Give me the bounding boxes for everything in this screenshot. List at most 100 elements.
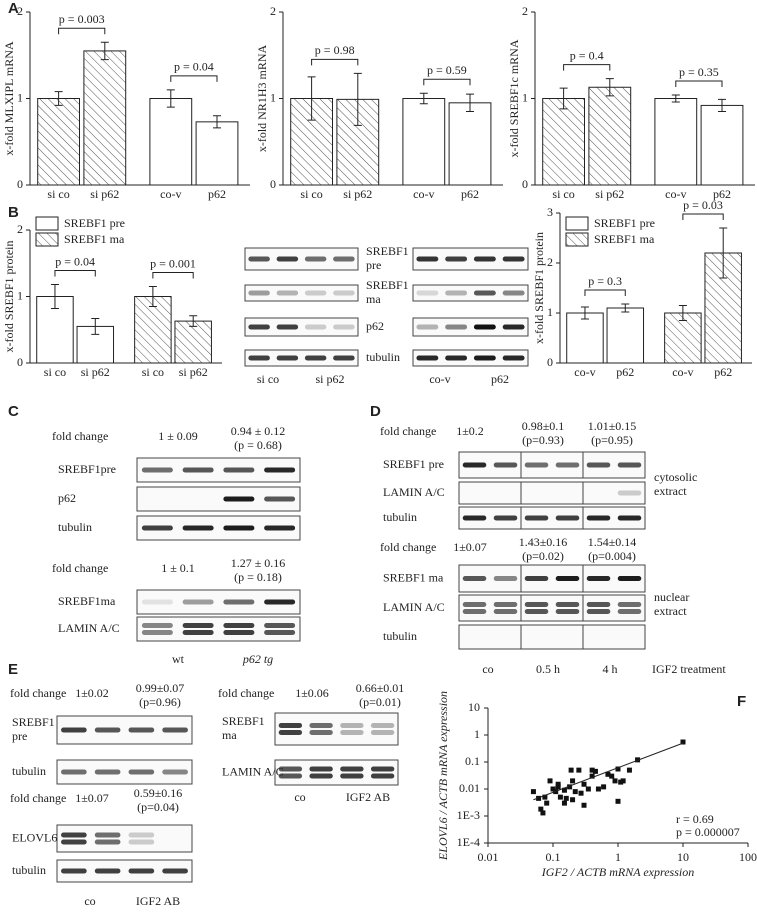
fold-value: 1.01±0.15	[588, 419, 637, 433]
side-label: extract	[654, 484, 687, 498]
x-tick-label: si co	[552, 187, 574, 201]
lane-label: co	[482, 662, 493, 676]
blot-frame	[458, 624, 646, 650]
significance-bracket	[170, 75, 218, 82]
fold-value: 1 ± 0.1	[161, 561, 195, 575]
blot-band	[333, 324, 355, 330]
blot-band	[493, 462, 518, 468]
blot-band	[462, 602, 487, 607]
fold-label: fold change	[218, 686, 274, 700]
blot-band	[493, 609, 518, 614]
scatter-point	[585, 786, 591, 792]
blot-band	[493, 602, 518, 607]
blot-band	[416, 324, 439, 330]
blot-band	[617, 490, 642, 496]
blot-band	[617, 602, 642, 607]
row-label: p62	[366, 319, 384, 333]
lane-label: co	[84, 894, 95, 908]
bar	[654, 98, 698, 186]
error-bar	[719, 227, 728, 279]
error-bar	[213, 115, 221, 129]
panel-label: E	[8, 661, 18, 678]
blot-band	[445, 324, 468, 330]
legend-swatch	[35, 216, 59, 231]
fold-label: fold change	[380, 424, 436, 438]
blot-band	[264, 525, 296, 531]
blot-frame	[274, 712, 399, 746]
y-tick-label: 2	[17, 4, 23, 18]
scatter-point	[542, 794, 548, 800]
scatter-point	[555, 784, 561, 790]
fold-label: fold change	[52, 429, 108, 443]
row-label: tubulin	[58, 520, 92, 534]
y-tick-label: 0.01	[459, 781, 480, 795]
x-tick-label: p62	[616, 365, 634, 379]
side-label: extract	[654, 604, 687, 618]
lane-label: 0.5 h	[536, 662, 560, 676]
error-bar	[307, 76, 316, 121]
blot-band	[94, 868, 121, 874]
scatter-point	[561, 787, 567, 793]
blot-frame	[458, 564, 646, 593]
blot-frame	[458, 451, 646, 479]
fold-value: 0.94 ± 0.12	[231, 424, 286, 438]
row-label: LAMIN A/C	[383, 485, 445, 499]
y-tick-label: 1	[270, 90, 276, 104]
scatter-point	[572, 789, 578, 795]
scatter-point	[544, 800, 550, 806]
scatter-point	[547, 778, 553, 784]
scatter-point	[589, 767, 595, 773]
blot-band	[333, 290, 355, 296]
scatter-point	[557, 794, 563, 800]
lane-label: co-v	[429, 372, 450, 386]
significance-bracket	[54, 270, 96, 277]
side-label: nuclear	[654, 590, 689, 604]
blot-band	[473, 324, 496, 330]
y-tick-label: 1	[522, 90, 528, 104]
blot-band	[182, 630, 214, 635]
scatter-point	[581, 781, 587, 787]
blot-band	[555, 576, 580, 581]
row-label: SREBF1	[12, 715, 55, 729]
blot-band	[276, 324, 299, 330]
x-tick-label: co-v	[160, 187, 181, 201]
fold-value: 1.27 ± 0.16	[231, 556, 286, 570]
p-value: p = 0.001	[150, 256, 196, 270]
blot-band	[248, 290, 270, 296]
x-tick-label: 0.01	[478, 850, 499, 864]
blot-band	[248, 355, 270, 361]
blot-band	[141, 599, 173, 605]
scatter-point	[615, 798, 621, 804]
blot-band	[162, 868, 188, 874]
x-tick-label: si p62	[90, 187, 119, 201]
p-value: p = 0.98	[315, 43, 355, 57]
significance-bracket	[58, 27, 106, 35]
annotation: p = 0.000007	[676, 825, 740, 839]
fold-value: 1±0.02	[75, 686, 109, 700]
row-label: ma	[366, 292, 381, 306]
error-bar	[718, 98, 726, 112]
x-tick-label: co-v	[665, 187, 686, 201]
blot-frame	[244, 284, 359, 302]
blot-frame	[458, 506, 646, 530]
bar	[149, 98, 193, 186]
scatter-point	[680, 739, 686, 745]
x-tick-label: p62	[713, 187, 731, 201]
error-bar	[621, 303, 630, 313]
panel-label: A	[8, 0, 19, 17]
blot-frame	[244, 247, 359, 271]
fold-label: fold change	[10, 686, 66, 700]
row-label: LAMIN A/C	[222, 764, 284, 778]
legend-label: SREBF1 ma	[64, 232, 125, 246]
blot-band	[617, 609, 642, 614]
x-tick-label: si co	[47, 187, 69, 201]
blot-band	[61, 769, 87, 775]
panel-label: D	[370, 403, 381, 420]
blot-band	[182, 467, 214, 473]
blot-frame	[412, 349, 529, 367]
x-tick-label: p62	[461, 187, 479, 201]
blot-band	[370, 723, 395, 728]
lane-label: IGF2 AB	[346, 790, 390, 804]
bar	[448, 102, 492, 186]
